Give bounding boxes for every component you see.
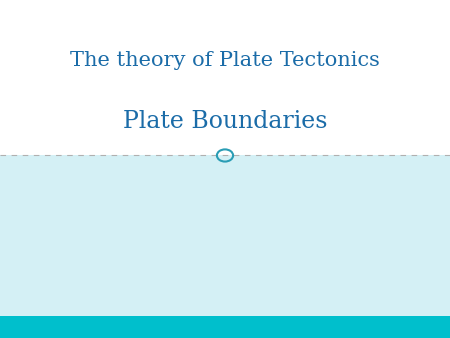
Bar: [0, 316, 450, 338]
Text: The theory of Plate Tectonics: The theory of Plate Tectonics: [70, 51, 380, 70]
Bar: [0, 0, 450, 155]
Bar: [0, 155, 450, 316]
Text: Plate Boundaries: Plate Boundaries: [123, 110, 327, 133]
